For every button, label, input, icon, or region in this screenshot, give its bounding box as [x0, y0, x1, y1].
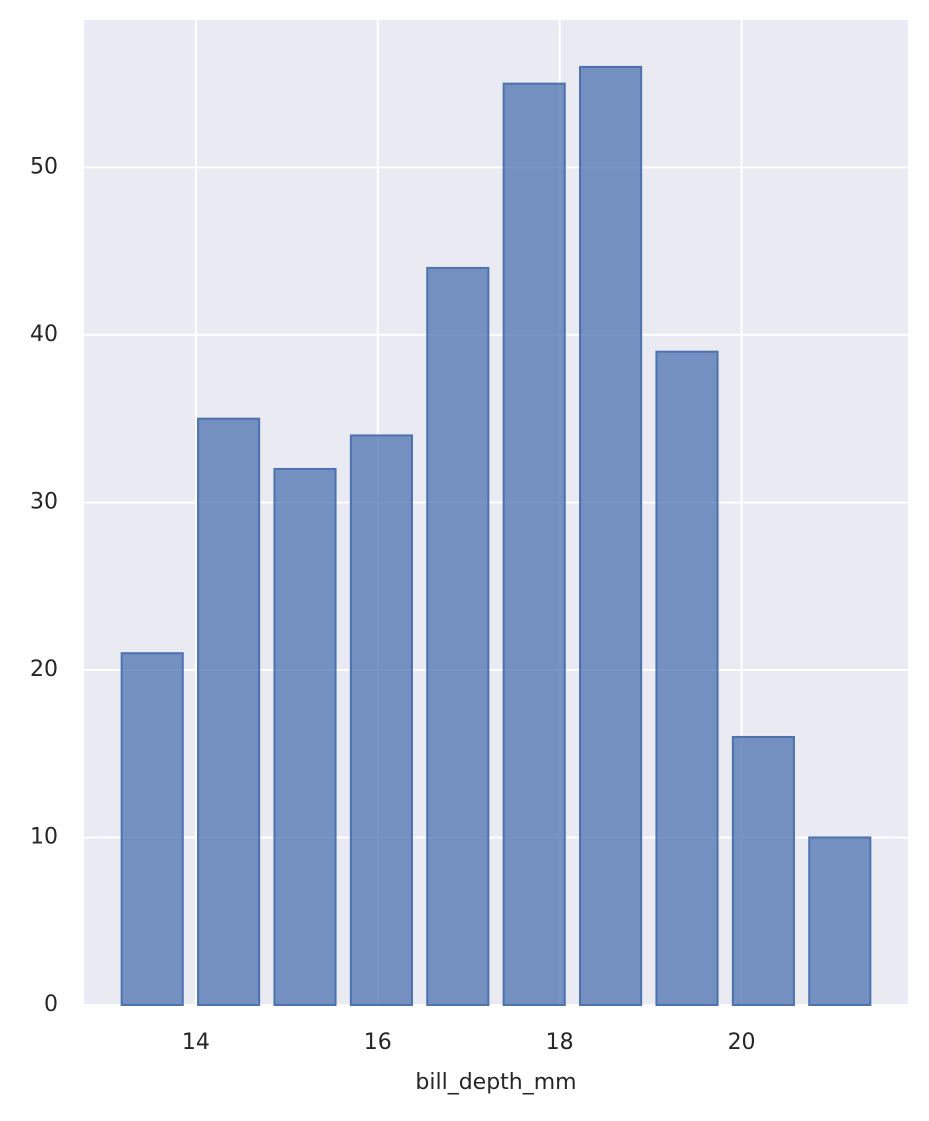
bar — [273, 467, 337, 1007]
y-tick-label: 10 — [30, 824, 58, 849]
bar — [120, 652, 184, 1006]
x-tick-label: 18 — [546, 1030, 574, 1055]
bar — [502, 82, 566, 1007]
y-tick-label: 20 — [30, 657, 58, 682]
x-tick-label: 16 — [364, 1030, 392, 1055]
x-tick-label: 14 — [182, 1030, 210, 1055]
bar — [731, 735, 795, 1006]
bar — [426, 266, 490, 1006]
y-tick-label: 50 — [30, 154, 58, 179]
bar — [349, 434, 413, 1006]
bar — [579, 65, 643, 1006]
bar — [655, 350, 719, 1007]
y-tick-label: 40 — [30, 322, 58, 347]
bar — [808, 836, 872, 1006]
y-tick-label: 0 — [44, 992, 58, 1017]
x-tick-label: 20 — [728, 1030, 756, 1055]
y-tick-label: 30 — [30, 489, 58, 514]
x-axis-label: bill_depth_mm — [415, 1070, 576, 1095]
bar — [197, 417, 261, 1006]
